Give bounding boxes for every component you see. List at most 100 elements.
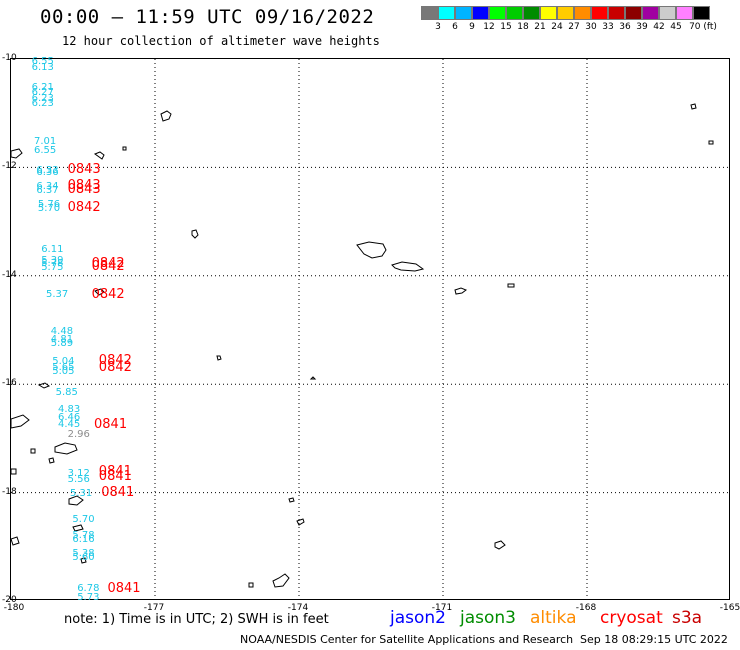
wave-height-value: 5.85 xyxy=(55,386,78,398)
pass-time-label: 0842 xyxy=(98,353,132,369)
coastline-outline xyxy=(30,448,36,454)
coastline-outline xyxy=(68,495,84,506)
wave-height-value: 4.83 xyxy=(58,404,81,416)
scale-label: 42 xyxy=(653,22,665,32)
scale-swatch xyxy=(489,6,506,20)
wave-height-value: 6.16 xyxy=(72,534,95,546)
coastline-outline xyxy=(690,103,697,110)
scale-swatch xyxy=(608,6,625,20)
wave-height-value: 5.05 xyxy=(52,366,75,378)
pass-time-label: 0842 xyxy=(91,286,125,302)
wave-height-value: 6.46 xyxy=(58,412,81,424)
scale-label: 6 xyxy=(452,22,458,32)
scale-label: 9 xyxy=(469,22,475,32)
pass-time-label: 0842 xyxy=(91,255,125,271)
coastline-outline xyxy=(93,151,105,160)
coastline-outline xyxy=(11,536,20,546)
wave-height-value: 5.65 xyxy=(52,362,75,374)
wave-height-value: 6.13 xyxy=(31,61,54,73)
wave-height-value: 5.38 xyxy=(72,547,95,559)
longitude-label: -174 xyxy=(287,603,309,613)
wave-height-value: 6.11 xyxy=(41,244,64,256)
footer-note: note: 1) Time is in UTC; 2) SWH is in fe… xyxy=(64,612,329,627)
wave-height-value: 4.81 xyxy=(50,333,74,345)
wave-height-value: 5.60 xyxy=(72,551,95,563)
scale-label: 12 xyxy=(483,22,495,32)
scale-label: 39 xyxy=(636,22,648,32)
scale-label: 36 xyxy=(619,22,631,32)
latitude-label: -18 xyxy=(2,486,17,497)
coastline-outline xyxy=(356,241,387,259)
coastline-outline xyxy=(191,229,199,239)
wave-height-value: 6.55 xyxy=(34,145,57,157)
satellite-legend-item: cryosat xyxy=(600,608,663,628)
scale-label: 27 xyxy=(568,22,580,32)
wave-height-value: 5.39 xyxy=(41,254,64,266)
wave-height-value: 5.56 xyxy=(67,473,90,485)
satellite-legend-item: s3a xyxy=(672,608,703,628)
longitude-label: -180 xyxy=(3,603,25,613)
coastline-outline xyxy=(11,468,17,475)
coastline-outline xyxy=(309,376,317,380)
wave-height-value: 5.37 xyxy=(46,289,69,301)
coastline-outline xyxy=(296,518,305,526)
scale-label: 3 xyxy=(435,22,441,32)
coastline-outline xyxy=(248,582,254,588)
coastline-outline xyxy=(216,355,222,361)
wave-height-value: 5.73 xyxy=(77,592,100,604)
coastline-outline xyxy=(507,283,515,288)
scale-swatch xyxy=(591,6,608,20)
coastline-outline xyxy=(11,148,23,159)
wave-height-value: 4.45 xyxy=(58,419,81,431)
wave-height-value: 6.33 xyxy=(36,164,59,176)
scale-label: 45 xyxy=(670,22,682,32)
coastline-outline xyxy=(48,457,55,464)
wave-height-value: 3.12 xyxy=(67,468,90,480)
wave-height-color-scale xyxy=(421,6,710,20)
scale-label: 21 xyxy=(534,22,546,32)
wave-height-value: 5.78 xyxy=(72,530,95,542)
coastline-outline xyxy=(37,382,51,389)
pass-time-label: 0841 xyxy=(107,580,141,596)
pass-time-label: 0841 xyxy=(101,484,135,500)
coastline-outline xyxy=(54,442,78,455)
wave-height-value: 5.89 xyxy=(50,338,74,350)
coastline-outline xyxy=(708,140,714,145)
longitude-label: -177 xyxy=(143,603,165,613)
coastline-outline xyxy=(122,146,127,151)
scale-swatch xyxy=(659,6,676,20)
coastline-outline xyxy=(494,540,506,550)
scale-swatch xyxy=(540,6,557,20)
longitude-label: -165 xyxy=(719,603,740,613)
altimeter-map[interactable] xyxy=(10,58,730,600)
coastline-outline xyxy=(160,110,172,122)
longitude-label: -168 xyxy=(575,603,597,613)
map-canvas xyxy=(11,59,729,599)
latitude-label: -16 xyxy=(2,378,17,389)
satellite-legend-item: jason3 xyxy=(460,608,516,628)
scale-swatch xyxy=(438,6,455,20)
scale-swatch xyxy=(472,6,489,20)
scale-label: 33 xyxy=(602,22,614,32)
scale-swatch xyxy=(642,6,659,20)
scale-label: 70 (ft) xyxy=(689,22,717,32)
scale-swatch xyxy=(506,6,523,20)
scale-label: 18 xyxy=(517,22,529,32)
scale-label: 24 xyxy=(551,22,563,32)
longitude-label: -171 xyxy=(431,603,453,613)
latitude-label: -14 xyxy=(2,269,17,280)
pass-time-label: 0842 xyxy=(67,200,101,216)
pass-time-label: 0842 xyxy=(98,359,132,375)
satellite-legend-item: altika xyxy=(530,608,577,628)
wave-height-value: 6.23 xyxy=(31,98,54,110)
pass-time-label: 0841 xyxy=(98,469,132,485)
pass-time-label: 0843 xyxy=(67,162,101,178)
coastline-outline xyxy=(391,261,425,272)
coastline-outline xyxy=(11,414,30,429)
wave-height-value: 6.78 xyxy=(77,583,100,595)
color-scale-labels: 3 6 9 12 15 18 21 24 27 30 33 36 39 42 45 70 (ft) xyxy=(421,22,740,34)
scale-swatch xyxy=(557,6,574,20)
coastline-outline xyxy=(80,557,87,564)
scale-swatch xyxy=(421,6,438,20)
coastline-outline xyxy=(272,573,290,588)
